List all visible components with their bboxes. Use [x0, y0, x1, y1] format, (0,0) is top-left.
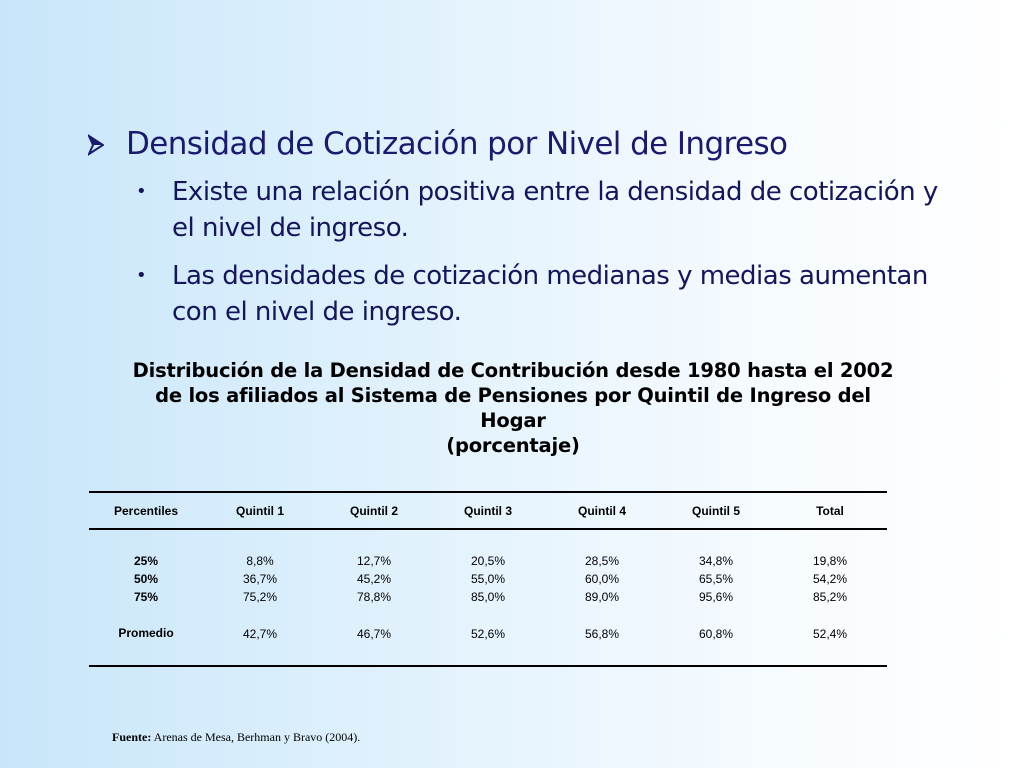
bullet-line: el nivel de ingreso. — [172, 213, 409, 243]
bullet-line: con el nivel de ingreso. — [172, 297, 462, 327]
dot-icon: • — [136, 181, 147, 202]
dot-icon: • — [136, 265, 147, 286]
column-header: Percentiles — [113, 504, 179, 518]
table-cell: 52,4% — [812, 627, 848, 641]
table-cell: 85,2% — [812, 590, 848, 604]
table-cell: 28,5% — [584, 554, 620, 568]
table-cell: Promedio — [118, 626, 174, 640]
source-label: Fuente: — [112, 730, 152, 744]
table-cell: 34,8% — [698, 554, 734, 568]
table-cell: 19,8% — [812, 554, 848, 568]
caption-line: de los afiliados al Sistema de Pensiones… — [155, 384, 871, 407]
table-cell: 75% — [133, 590, 159, 604]
source-text: Arenas de Mesa, Berhman y Bravo (2004). — [151, 730, 361, 744]
table-header: Percentiles Quintil 1 Quintil 2 Quintil … — [89, 493, 887, 530]
table-cell: 65,5% — [698, 572, 734, 586]
bullet-line: Las densidades de cotización medianas y … — [172, 261, 928, 291]
bullet-item: • Existe una relación positiva entre la … — [136, 174, 956, 246]
table-cell: 36,7% — [242, 572, 278, 586]
heading-text: Densidad de Cotización por Nivel de Ingr… — [126, 126, 788, 162]
caption-line: Hogar — [480, 409, 546, 432]
arrowhead-icon — [86, 128, 105, 157]
column-header: Quintil 2 — [350, 504, 398, 518]
table-cell: 25% — [133, 554, 159, 568]
table-cell: 95,6% — [698, 590, 734, 604]
data-table: Percentiles Quintil 1 Quintil 2 Quintil … — [89, 491, 887, 667]
bullet-item: • Las densidades de cotización medianas … — [136, 258, 956, 330]
column-header: Total — [816, 504, 844, 518]
table-cell: 45,2% — [356, 572, 392, 586]
caption-line: Distribución de la Densidad de Contribuc… — [132, 359, 894, 382]
column-header: Quintil 4 — [578, 504, 626, 518]
table-cell: 52,6% — [470, 627, 506, 641]
table-cell: 85,0% — [470, 590, 506, 604]
table-caption: Distribución de la Densidad de Contribuc… — [88, 358, 938, 458]
table-cell: 55,0% — [470, 572, 506, 586]
table-cell: 8,8% — [246, 554, 274, 568]
table-cell: 78,8% — [356, 590, 392, 604]
table-cell: 75,2% — [242, 590, 278, 604]
table-cell: 50% — [133, 572, 159, 586]
table-cell: 56,8% — [584, 627, 620, 641]
slide-heading: Densidad de Cotización por Nivel de Ingr… — [86, 126, 788, 162]
caption-line: (porcentaje) — [446, 434, 580, 457]
column-header: Quintil 1 — [236, 504, 284, 518]
table-cell: 54,2% — [812, 572, 848, 586]
table-cell: 60,8% — [698, 627, 734, 641]
table-cell: 89,0% — [584, 590, 620, 604]
bullet-line: Existe una relación positiva entre la de… — [172, 177, 938, 207]
column-header: Quintil 3 — [464, 504, 512, 518]
column-header: Quintil 5 — [692, 504, 740, 518]
table-cell: 12,7% — [356, 554, 392, 568]
table-cell: 46,7% — [356, 627, 392, 641]
table-cell: 20,5% — [470, 554, 506, 568]
source-note: Fuente: Arenas de Mesa, Berhman y Bravo … — [112, 730, 360, 745]
table-cell: 60,0% — [584, 572, 620, 586]
table-cell: 42,7% — [242, 627, 278, 641]
